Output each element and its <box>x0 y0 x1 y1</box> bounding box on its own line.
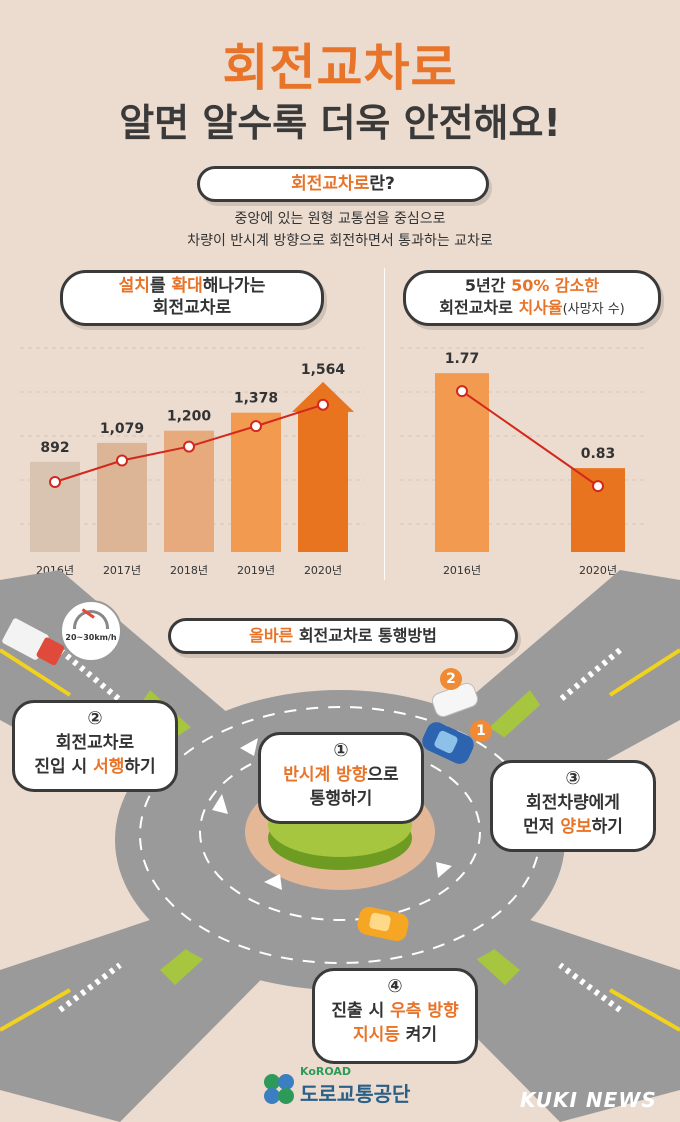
data-label: 892 <box>40 440 69 456</box>
left-title-highlight-a: 설치 <box>118 276 150 296</box>
center-line-se <box>609 988 680 1032</box>
main-title: 회전교차로 <box>222 39 458 97</box>
right-panel-title: 5년간 50% 감소한 회전교차로 치사율(사망자 수) <box>403 270 661 326</box>
category-label: 2020년 <box>304 564 342 577</box>
step-1-number: ① <box>333 740 349 761</box>
trend-line <box>461 390 599 487</box>
definition-pill: 회전교차로란? <box>197 166 489 202</box>
step-1-line-2: 통행하기 <box>309 789 373 809</box>
category-label: 2017년 <box>103 564 141 577</box>
step-3-number: ③ <box>565 768 581 789</box>
data-label: 1,564 <box>301 362 346 378</box>
right-title-line2-highlight: 치사율 <box>518 298 563 317</box>
bar <box>231 412 281 552</box>
left-title-line-2: 회전교차로 <box>152 298 232 318</box>
step-2-line-1: 회전교차로 <box>55 733 135 753</box>
truck <box>2 618 65 666</box>
category-label: 2019년 <box>237 564 275 577</box>
brand: KoROAD 도로교통공단 <box>300 1065 410 1107</box>
right-title-line2-small: (사망자 수) <box>562 302 625 317</box>
step-4-bubble: ④ 진출 시 우측 방향 지시등 켜기 <box>312 968 478 1064</box>
step-3-highlight: 양보 <box>560 817 592 837</box>
brand-en: KoROAD <box>300 1065 352 1078</box>
crosswalk-se <box>558 962 622 1013</box>
data-label: 1.77 <box>445 351 480 367</box>
speed-label: 20~30km/h <box>65 633 117 642</box>
brand-ko: 도로교통공단 <box>300 1082 411 1106</box>
step-3-line2-b: 하기 <box>591 817 623 837</box>
car-blue <box>422 722 474 764</box>
trend-point <box>250 420 262 433</box>
definition-line-2: 차량이 반시계 방향으로 회전하면서 통과하는 교차로 <box>187 233 493 249</box>
car-yellow <box>357 906 409 942</box>
step-2-highlight: 서행 <box>93 757 125 777</box>
watermark: KUKI NEWS <box>520 1088 657 1112</box>
panel-divider <box>384 268 385 580</box>
step-3-line-1: 회전차량에게 <box>526 793 620 813</box>
koroad-logo-icon <box>262 1072 296 1106</box>
charts-svg: 892 2016년 1,079 2017년 1,200 2018년 1,378 2019년 1,… <box>20 347 645 577</box>
method-highlight: 올바른 <box>249 626 294 645</box>
trend-point <box>456 385 468 398</box>
center-line-nw <box>0 648 72 697</box>
left-title-mid: 를 <box>149 276 172 296</box>
bar-arrow <box>292 381 354 552</box>
step-4-line2-b: 켜기 <box>399 1025 438 1045</box>
category-label: 2020년 <box>579 564 617 577</box>
trend-point <box>116 454 128 467</box>
definition-line-1: 중앙에 있는 원형 교통섬을 중심으로 <box>234 211 446 227</box>
data-label: 1,079 <box>100 421 144 437</box>
install-chart: 8922016년1,0792017년1,2002018년1,3782019년1,… <box>30 362 354 577</box>
data-label: 1,378 <box>234 391 278 407</box>
method-pill: 올바른 회전교차로 통행방법 <box>168 618 518 654</box>
step-2-line2-b: 하기 <box>124 757 156 777</box>
method-rest: 회전교차로 통행방법 <box>293 626 437 645</box>
step-1-highlight: 반시계 방향 <box>283 765 368 785</box>
step-1-rest: 으로 <box>367 765 399 785</box>
right-title-highlight: 50% 감소한 <box>511 276 600 295</box>
marker-2: 2 <box>440 668 462 690</box>
step-2-line2-a: 진입 시 <box>34 757 94 777</box>
crosswalk-nw <box>58 647 122 703</box>
bar <box>435 373 489 552</box>
crosswalk-sw <box>58 962 122 1013</box>
data-label: 0.83 <box>581 446 616 462</box>
step-4-line1-a: 진출 시 <box>331 1001 391 1021</box>
main-subtitle: 알면 알수록 더욱 안전해요! <box>119 101 561 145</box>
left-title-highlight-b: 확대 <box>171 276 203 296</box>
left-panel-title: 설치를 확대해나가는 회전교차로 <box>60 270 324 326</box>
step-3-bubble: ③ 회전차량에게 먼저 양보하기 <box>490 760 656 852</box>
fatality-chart: 1.77 2016년 0.83 2020년 <box>435 351 625 577</box>
definition-highlight: 회전교차로 <box>291 174 370 194</box>
step-2-bubble: ② 회전교차로 진입 시 서행하기 <box>12 700 178 792</box>
trend-point <box>183 440 195 453</box>
step-3-line2-a: 먼저 <box>523 817 561 837</box>
step-1-bubble: ① 반시계 방향으로 통행하기 <box>258 732 424 824</box>
step-4-highlight-b: 지시등 <box>352 1025 400 1045</box>
center-line-ne <box>608 648 680 697</box>
inner-lane-line <box>199 743 481 921</box>
step-2-number: ② <box>87 708 103 729</box>
left-title-rest: 해나가는 <box>202 276 266 296</box>
speed-gauge-icon <box>73 608 109 629</box>
direction-arrows <box>212 738 452 890</box>
marker-1: 1 <box>470 720 492 742</box>
center-line-sw <box>0 988 71 1032</box>
step-4-highlight-a: 우측 방향 <box>390 1001 459 1021</box>
speed-sign: 20~30km/h <box>60 600 122 662</box>
definition-rest: 란? <box>369 174 395 194</box>
trend-point <box>317 398 329 411</box>
trend-point <box>49 476 61 488</box>
crosswalk-ne <box>558 647 622 703</box>
right-title-line2-a: 회전교차로 <box>439 298 519 317</box>
definition-text: 중앙에 있는 원형 교통섬을 중심으로 차량이 반시계 방향으로 회전하면서 통… <box>0 208 680 252</box>
category-label: 2016년 <box>443 564 481 577</box>
data-label: 1,200 <box>167 409 212 425</box>
right-title-a: 5년간 <box>464 276 512 295</box>
trend-point <box>592 480 604 493</box>
category-label: 2018년 <box>170 564 208 577</box>
step-4-number: ④ <box>387 976 403 997</box>
